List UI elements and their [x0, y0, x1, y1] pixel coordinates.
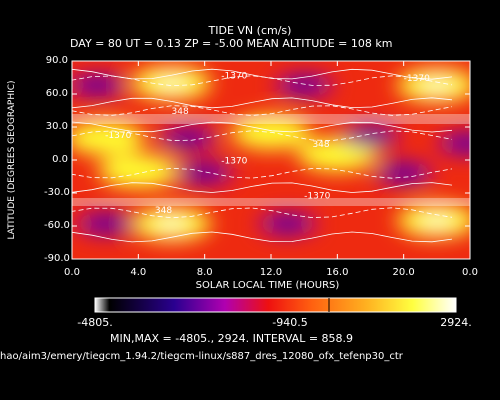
contour-line-3 — [72, 97, 453, 109]
x-tick-label: 12.0 — [259, 267, 283, 278]
contour-label-7: -1370 — [304, 192, 330, 202]
chart-subtitle: DAY = 80 UT = 0.13 ZP = -5.00 MEAN ALTIT… — [70, 37, 393, 50]
y-tick-label: -30.0 — [44, 187, 70, 198]
contour-band-south — [72, 198, 470, 206]
low-core-5 — [190, 167, 219, 180]
y-tick-label: -90.0 — [44, 253, 70, 264]
x-tick-label: 20.0 — [392, 267, 415, 278]
low-core-7 — [91, 217, 120, 230]
contour-label-6: 348 — [155, 206, 172, 216]
contour-line-1 — [72, 121, 453, 133]
chart-title: TIDE VN (cm/s) — [208, 24, 292, 37]
colorbar-tick-mid: -940.5 — [272, 316, 308, 329]
y-tick-label: -60.0 — [44, 220, 70, 231]
x-tick-label: 0.0 — [64, 267, 80, 278]
contour-label-2: 348 — [172, 107, 189, 117]
x-axis-label: SOLAR LOCAL TIME (HOURS) — [195, 280, 340, 291]
low-core-0 — [290, 79, 319, 92]
colorbar — [94, 297, 457, 313]
file-path: hao/aim3/emery/tiegcm_1.94.2/tiegcm-linu… — [0, 351, 403, 362]
high-region-2 — [72, 121, 146, 155]
y-tick-label: 0.0 — [52, 154, 68, 165]
contour-label-0: -1370 — [221, 72, 247, 82]
high-core-6 — [155, 215, 188, 232]
y-tick-label: 90.0 — [45, 55, 68, 66]
x-tick-label: 16.0 — [326, 267, 349, 278]
min-max-interval: MIN,MAX = -4805., 2924. INTERVAL = 858.9 — [110, 332, 354, 345]
contour-line-0 — [72, 130, 453, 142]
high-core-0 — [155, 75, 188, 91]
low-core-8 — [273, 217, 302, 230]
high-core-1 — [420, 77, 453, 94]
contour-label-5: -1370 — [221, 156, 247, 166]
low-core-1 — [82, 79, 111, 92]
colorbar-tick-min: -4805. — [77, 316, 113, 329]
y-tick-label: 60.0 — [45, 88, 68, 99]
contour-line-7 — [72, 182, 453, 193]
y-tick-label: 30.0 — [45, 121, 68, 132]
contour-label-1: -1370 — [404, 74, 430, 84]
low-core-3 — [356, 129, 385, 142]
contour-line-8 — [72, 207, 453, 219]
high-region-4 — [98, 154, 179, 188]
colorbar-tick-max: 2924. — [440, 316, 472, 329]
contour-line-5 — [72, 68, 453, 80]
x-tick-label: 8.0 — [196, 267, 213, 278]
low-core-2 — [174, 132, 203, 144]
contour-band-north — [72, 114, 470, 124]
contour-line-9 — [72, 231, 453, 243]
x-tick-label: 0.0 — [462, 267, 478, 278]
contour-label-4: 348 — [312, 140, 329, 150]
low-core-6 — [389, 167, 418, 180]
contour-line-6 — [72, 167, 453, 179]
contour-label-3: -1370 — [105, 131, 131, 141]
y-axis-label: LATITUDE (DEGREES GEOGRAPHIC) — [7, 80, 17, 240]
x-tick-label: 4.0 — [130, 267, 147, 278]
low-core-4 — [452, 137, 470, 150]
